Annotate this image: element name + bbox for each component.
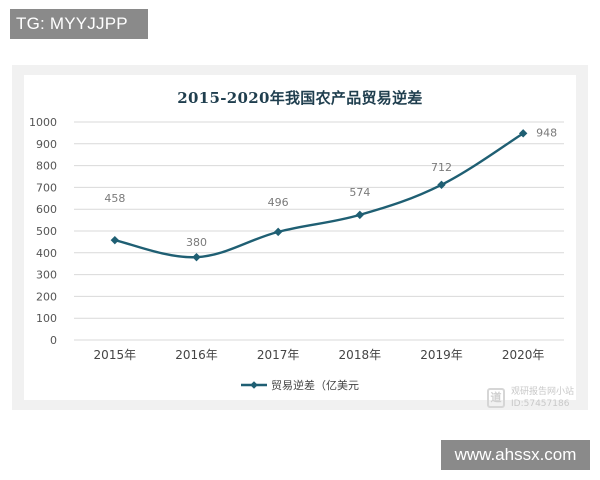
y-tick-label: 400 [36, 247, 57, 260]
y-tick-label: 0 [50, 334, 57, 347]
footer-badge: www.ahssx.com [441, 440, 590, 470]
watermark-line2: ID:57457186 [511, 399, 570, 409]
y-tick-label: 100 [36, 312, 57, 325]
y-axis-ticks: 0 100 200 300 400 500 600 700 800 900 1000 [29, 116, 57, 347]
x-tick-label: 2020年 [502, 348, 545, 362]
x-tick-label: 2016年 [175, 348, 218, 362]
x-axis-ticks: 2015年 2016年 2017年 2018年 2019年 2020年 [94, 348, 545, 362]
x-tick-label: 2018年 [339, 348, 382, 362]
data-label: 380 [186, 236, 207, 249]
watermark: 道 观研报告网小站 ID:57457186 [487, 386, 587, 412]
grid-lines [74, 121, 564, 341]
data-labels: 458 380 496 574 712 948 [104, 126, 557, 249]
x-tick-label: 2015年 [94, 348, 137, 362]
watermark-logo-icon: 道 [487, 388, 505, 408]
y-tick-label: 1000 [29, 116, 57, 129]
legend-label: 贸易逆差（亿美元 [271, 378, 359, 392]
header-badge: TG: MYYJJPP [10, 9, 148, 39]
chart-card: 2015-2020年我国农产品贸易逆差 0 100 200 300 400 500 600 7… [12, 65, 588, 410]
chart-title: 2015-2020年我国农产品贸易逆差 [177, 89, 423, 107]
data-point-marker-2018年 [355, 210, 365, 220]
chart-panel: 2015-2020年我国农产品贸易逆差 0 100 200 300 400 500 600 7… [24, 75, 576, 400]
watermark-line1: 观研报告网小站 [511, 387, 575, 397]
data-point-marker-2016年 [192, 252, 201, 262]
data-point-marker-2017年 [273, 227, 283, 237]
data-label: 712 [431, 161, 452, 174]
x-tick-label: 2019年 [420, 348, 463, 362]
data-label: 496 [268, 196, 289, 209]
y-tick-label: 900 [36, 138, 57, 151]
legend: 贸易逆差（亿美元 [241, 378, 359, 392]
legend-diamond-marker [250, 381, 258, 389]
y-tick-label: 300 [36, 269, 57, 282]
series-line-trade-deficit [113, 132, 525, 259]
y-tick-label: 700 [36, 181, 57, 194]
data-label: 458 [104, 192, 125, 205]
data-point-marker-2019年 [437, 180, 446, 189]
series-markers [110, 129, 528, 262]
data-label: 948 [536, 126, 557, 139]
y-tick-label: 200 [36, 290, 57, 303]
y-tick-label: 800 [36, 160, 57, 173]
y-tick-label: 500 [36, 225, 57, 238]
data-point-marker-2015年 [110, 235, 120, 245]
data-label: 574 [349, 186, 370, 199]
x-tick-label: 2017年 [257, 348, 300, 362]
y-tick-label: 600 [36, 203, 57, 216]
